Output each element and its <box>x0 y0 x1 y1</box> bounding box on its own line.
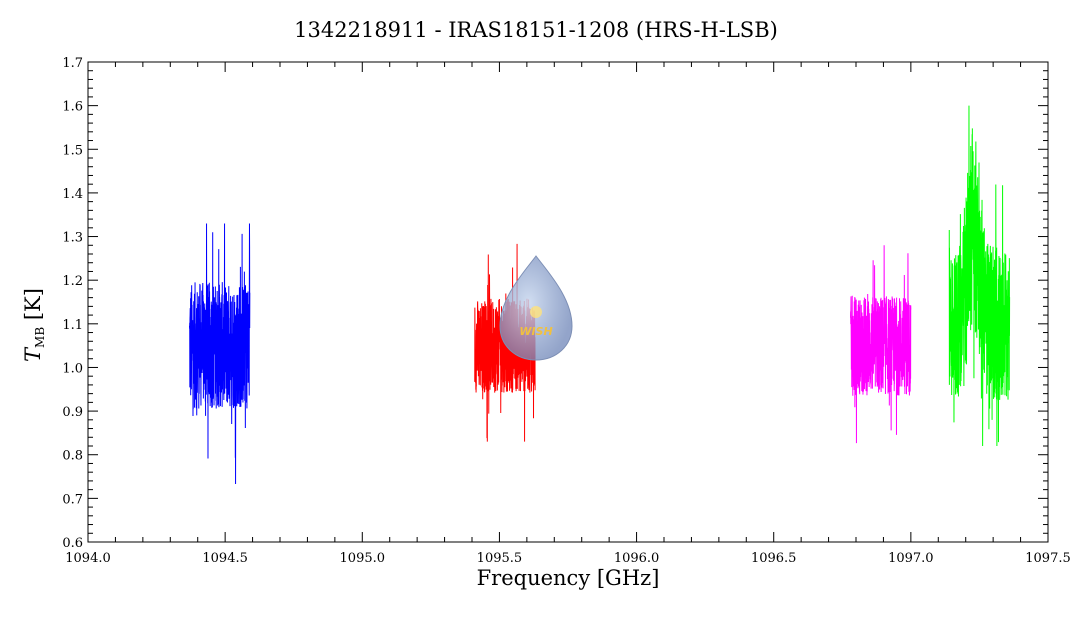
series-line-3 <box>948 105 1011 447</box>
y-axis-label-main: T <box>21 347 45 362</box>
y-tick-label: 1.0 <box>62 361 83 376</box>
wish-logo: WISH <box>499 255 573 361</box>
x-tick-label: 1095.5 <box>477 551 523 566</box>
star-glow-icon <box>530 306 542 318</box>
logo-text: WISH <box>519 325 552 338</box>
y-tick-label: 1.3 <box>62 231 83 246</box>
chart-title: 1342218911 - IRAS18151-1208 (HRS-H-LSB) <box>294 18 778 42</box>
y-tick-label: 0.6 <box>62 536 83 551</box>
x-tick-label: 1094.5 <box>202 551 248 566</box>
y-axis-label-unit: [K] <box>21 288 45 321</box>
y-tick-label: 1.7 <box>62 56 83 71</box>
y-tick-label: 1.4 <box>62 187 83 202</box>
x-tick-label: 1095.0 <box>340 551 386 566</box>
y-tick-label: 1.2 <box>62 274 83 289</box>
x-tick-label: 1097.0 <box>888 551 934 566</box>
y-tick-label: 1.1 <box>62 318 83 333</box>
x-axis-label: Frequency [GHz] <box>476 566 660 590</box>
y-tick-label: 0.8 <box>62 449 83 464</box>
y-tick-label: 0.7 <box>62 492 83 507</box>
x-tick-label: 1096.5 <box>751 551 797 566</box>
y-tick-label: 1.6 <box>62 100 83 115</box>
x-tick-label: 1097.5 <box>1025 551 1071 566</box>
axis-ticks: 1094.0 1094.5 1095.0 1095.5 1096.0 1096.5 1097… <box>62 56 1070 566</box>
y-axis-label: TMB [K] <box>21 265 47 385</box>
series-line-2 <box>850 245 912 444</box>
y-tick-label: 0.9 <box>62 405 83 420</box>
x-tick-label: 1096.0 <box>614 551 660 566</box>
plot-frame <box>87 61 1049 543</box>
series-layer <box>188 105 1011 485</box>
series-line-1 <box>474 243 536 442</box>
x-tick-label: 1094.0 <box>65 551 111 566</box>
series-line-0 <box>188 223 251 485</box>
y-tick-label: 1.5 <box>62 143 83 158</box>
y-axis-label-sub: MB <box>33 326 47 348</box>
